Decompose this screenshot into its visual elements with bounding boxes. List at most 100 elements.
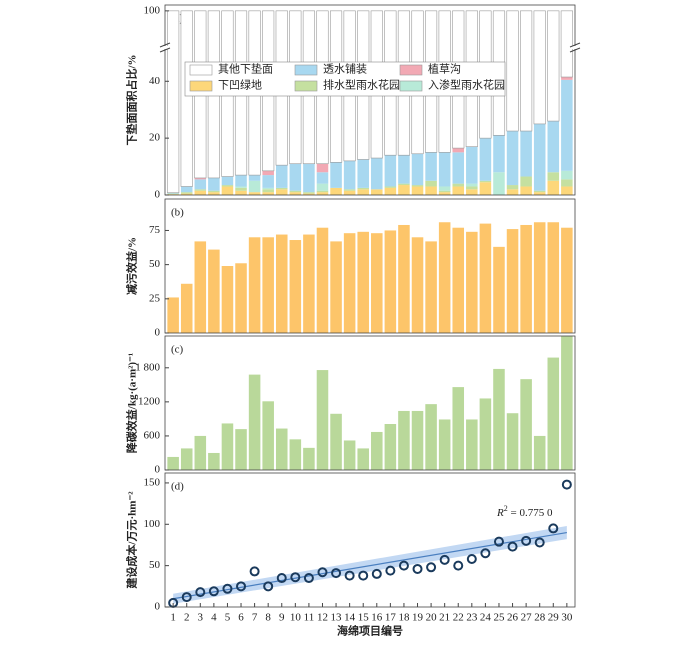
bar-segment xyxy=(357,187,369,190)
panel-label: (c) xyxy=(171,344,184,356)
x-tick-label: 3 xyxy=(198,612,204,624)
y-tick-label: 20 xyxy=(149,132,161,144)
y-tick-label: 50 xyxy=(149,559,161,571)
bar xyxy=(343,440,356,470)
bar xyxy=(316,370,329,470)
bar xyxy=(425,241,437,333)
bar-segment xyxy=(520,131,532,177)
bar xyxy=(180,283,193,333)
bar xyxy=(221,423,234,470)
bar-segment xyxy=(235,190,247,195)
x-tick-label: 9 xyxy=(279,612,285,624)
r-value: = 0.775 0 xyxy=(508,507,553,519)
bar-segment xyxy=(343,190,356,195)
data-point xyxy=(385,565,396,576)
bar-segment xyxy=(398,185,410,195)
bar xyxy=(438,419,451,470)
data-point xyxy=(453,560,464,571)
x-tick-label: 11 xyxy=(304,612,315,624)
data-point xyxy=(412,563,423,574)
bar-segment xyxy=(248,192,261,195)
x-tick-label: 26 xyxy=(507,612,519,624)
bar-segment xyxy=(194,190,207,195)
bar-segment xyxy=(275,189,288,195)
bar xyxy=(303,447,315,470)
x-tick-label: 19 xyxy=(412,612,424,624)
axis-break-gap xyxy=(162,46,168,49)
axis-break xyxy=(569,47,581,53)
bar-segment xyxy=(411,153,424,186)
x-tick-label: 14 xyxy=(344,612,356,624)
legend-label: 植草沟 xyxy=(428,62,461,76)
y-tick-label: 100 xyxy=(144,4,161,16)
bar-segment xyxy=(180,192,193,194)
bar-segment xyxy=(262,192,274,195)
bar-segment xyxy=(398,155,410,184)
y-tick-label: 75 xyxy=(149,224,161,236)
bar xyxy=(479,223,492,333)
bar-segment xyxy=(438,192,451,195)
bar xyxy=(411,410,424,470)
x-tick-label: 12 xyxy=(317,612,328,624)
bar-segment xyxy=(533,192,546,195)
bar-segment xyxy=(506,131,519,186)
data-point xyxy=(507,541,518,552)
data-point xyxy=(222,583,233,594)
bar xyxy=(180,448,193,470)
bar-segment xyxy=(248,175,261,181)
bar xyxy=(262,237,274,333)
bar-segment xyxy=(275,165,288,188)
bar-segment xyxy=(547,10,560,122)
plot-frame xyxy=(164,335,576,471)
x-tick-label: 10 xyxy=(290,612,302,624)
x-tick-label: 21 xyxy=(439,612,450,624)
bar-segment xyxy=(235,175,247,187)
bar xyxy=(316,227,329,333)
panel-label: (d) xyxy=(171,481,184,493)
bar-segment xyxy=(452,148,465,153)
bar-segment xyxy=(384,187,397,195)
bar-segment xyxy=(493,172,505,195)
x-axis-label: 海绵项目编号 xyxy=(337,624,403,638)
bar xyxy=(194,241,207,333)
bar-segment xyxy=(262,170,274,176)
bar-segment xyxy=(208,190,220,193)
y-tick-label: 25 xyxy=(149,292,161,304)
bar xyxy=(275,428,288,470)
x-tick-label: 24 xyxy=(480,612,492,624)
bar-segment xyxy=(303,192,315,194)
bar-segment xyxy=(303,163,315,193)
legend-swatch xyxy=(399,80,423,92)
bar-segment xyxy=(533,190,546,193)
data-point xyxy=(208,586,219,597)
fit-line xyxy=(173,531,567,600)
bar-segment xyxy=(466,183,478,187)
bar-segment xyxy=(194,179,207,190)
x-tick-label: 4 xyxy=(211,612,217,624)
x-tick-label: 25 xyxy=(493,612,505,624)
bar-segment xyxy=(452,186,465,195)
bar xyxy=(303,234,315,333)
bar-segment xyxy=(316,163,329,173)
axis-break-gap xyxy=(572,46,578,49)
bar-segment xyxy=(235,187,247,191)
bar xyxy=(411,237,424,333)
bar-segment xyxy=(533,10,546,125)
bar-segment xyxy=(371,189,383,195)
legend-swatch xyxy=(399,64,423,76)
x-tick-label: 2 xyxy=(184,612,190,624)
axis-break xyxy=(159,47,171,53)
bar xyxy=(384,230,397,333)
bar xyxy=(506,413,519,470)
y-tick-label: 0 xyxy=(155,189,161,201)
y-tick-label: 0 xyxy=(155,327,161,339)
legend-swatch xyxy=(189,80,213,92)
bar-segment xyxy=(316,172,329,184)
bar xyxy=(262,401,274,470)
bar xyxy=(398,410,410,470)
legend-box xyxy=(184,61,506,97)
y-tick-label: 0 xyxy=(155,601,161,613)
bar-segment xyxy=(561,79,573,171)
bar xyxy=(330,241,342,333)
